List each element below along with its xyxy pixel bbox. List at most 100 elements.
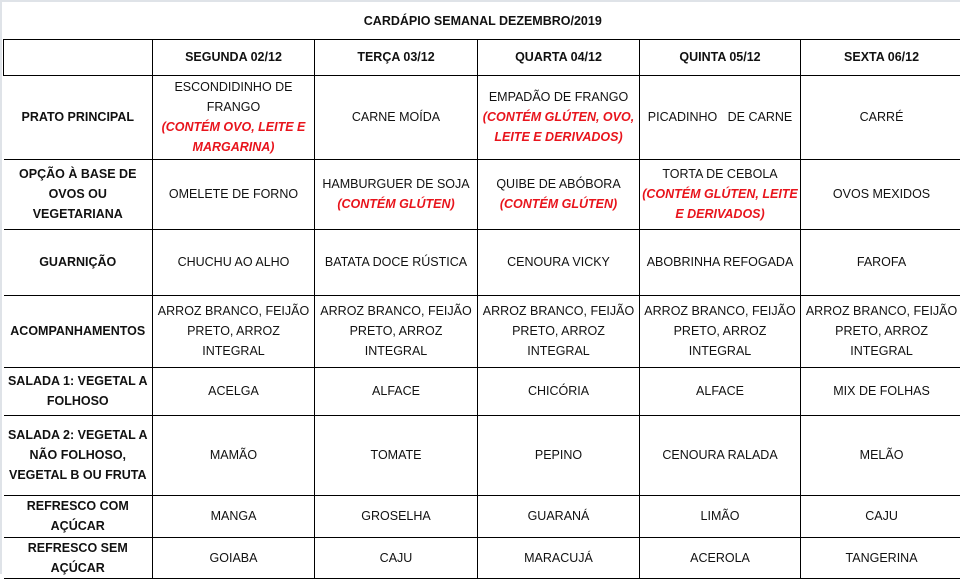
menu-cell: CAJU [801, 495, 960, 537]
menu-title: CARDÁPIO SEMANAL DEZEMBRO/2019 [4, 3, 960, 39]
dish-name: TOMATE [371, 448, 422, 462]
dish-name: OMELETE DE FORNO [169, 187, 298, 201]
dish-name: CARNE MOÍDA [352, 110, 440, 124]
dish-name: ARROZ BRANCO, FEIJÃO PRETO, ARROZ INTEGR… [644, 304, 799, 358]
row-label-text: ACOMPANHAMENTOS [6, 321, 151, 341]
dish-name: TORTA DE CEBOLA [662, 167, 777, 181]
allergen-warning: (CONTÉM OVO, LEITE E MARGARINA) [155, 117, 312, 157]
dish-name: ACELGA [208, 384, 259, 398]
menu-cell: MELÃO [801, 415, 960, 495]
menu-cell: CARRÉ [801, 75, 960, 159]
menu-cell: GOIABA [153, 537, 315, 578]
menu-cell: BATATA DOCE RÚSTICA [315, 229, 478, 295]
menu-cell: ALFACE [315, 367, 478, 415]
menu-cell: CARNE MOÍDA [315, 75, 478, 159]
dish-name: ARROZ BRANCO, FEIJÃO PRETO, ARROZ INTEGR… [320, 304, 475, 358]
menu-cell: OVOS MEXIDOS [801, 159, 960, 229]
dish-name: ARROZ BRANCO, FEIJÃO PRETO, ARROZ INTEGR… [483, 304, 638, 358]
menu-cell: ARROZ BRANCO, FEIJÃO PRETO, ARROZ INTEGR… [801, 295, 960, 367]
row-label: OPÇÃO À BASE DE OVOS OU VEGETARIANA [4, 159, 153, 229]
menu-cell: GUARANÁ [478, 495, 640, 537]
row-label-text: REFRESCO COM AÇÚCAR [18, 496, 138, 536]
row-label: SALADA 2: VEGETAL A NÃO FOLHOSO, VEGETAL… [4, 415, 153, 495]
day-header: QUINTA 05/12 [640, 39, 801, 75]
menu-cell: HAMBURGUER DE SOJA(CONTÉM GLÚTEN) [315, 159, 478, 229]
dish-name: HAMBURGUER DE SOJA [322, 177, 469, 191]
dish-name: MELÃO [860, 448, 904, 462]
dish-name: EMPADÃO DE FRANGO [489, 90, 628, 104]
menu-cell: ARROZ BRANCO, FEIJÃO PRETO, ARROZ INTEGR… [153, 295, 315, 367]
dish-name: FAROFA [857, 255, 906, 269]
menu-cell: TORTA DE CEBOLA (CONTÉM GLÚTEN, LEITE E D… [640, 159, 801, 229]
menu-cell: TANGERINA [801, 537, 960, 578]
menu-cell: LIMÃO [640, 495, 801, 537]
allergen-warning: (CONTÉM GLÚTEN) [480, 194, 637, 214]
menu-row: OPÇÃO À BASE DE OVOS OU VEGETARIANA OMELE… [4, 159, 960, 229]
day-header: SEXTA 06/12 [801, 39, 960, 75]
dish-name: CENOURA VICKY [507, 255, 610, 269]
dish-name: ALFACE [372, 384, 420, 398]
menu-cell: ACEROLA [640, 537, 801, 578]
dish-name: CAJU [380, 551, 413, 565]
dish-name: CARRÉ [860, 110, 904, 124]
dish-name: ALFACE [696, 384, 744, 398]
row-label-text: GUARNIÇÃO [6, 252, 151, 272]
menu-cell: CAJU [315, 537, 478, 578]
dish-name: CENOURA RALADA [662, 448, 777, 462]
dish-name: TANGERINA [846, 551, 918, 565]
dish-name: BATATA DOCE RÚSTICA [325, 255, 467, 269]
row-label-text: SALADA 1: VEGETAL A FOLHOSO [8, 371, 148, 411]
menu-cell: ESCONDIDINHO DE FRANGO(CONTÉM OVO, LEITE… [153, 75, 315, 159]
dish-name: GOIABA [210, 551, 258, 565]
corner-cell [4, 39, 153, 75]
menu-cell: ARROZ BRANCO, FEIJÃO PRETO, ARROZ INTEGR… [315, 295, 478, 367]
row-label: GUARNIÇÃO [4, 229, 153, 295]
dish-name: CHICÓRIA [528, 384, 589, 398]
day-header: TERÇA 03/12 [315, 39, 478, 75]
dish-name: GUARANÁ [528, 509, 590, 523]
dish-name: CAJU [865, 509, 898, 523]
row-label-text: OPÇÃO À BASE DE OVOS OU VEGETARIANA [18, 164, 138, 224]
dish-name: ACEROLA [690, 551, 750, 565]
menu-cell: MIX DE FOLHAS [801, 367, 960, 415]
menu-row: SALADA 1: VEGETAL A FOLHOSO ACELGA ALFACE C… [4, 367, 960, 415]
allergen-warning: (CONTÉM GLÚTEN, LEITE E DERIVADOS) [642, 184, 798, 224]
row-label-text: PRATO PRINCIPAL [6, 107, 151, 127]
menu-cell: PEPINO [478, 415, 640, 495]
menu-cell: CENOURA VICKY [478, 229, 640, 295]
dish-name: ARROZ BRANCO, FEIJÃO PRETO, ARROZ INTEGR… [158, 304, 313, 358]
day-header: QUARTA 04/12 [478, 39, 640, 75]
menu-cell: CHICÓRIA [478, 367, 640, 415]
weekly-menu-table: CARDÁPIO SEMANAL DEZEMBRO/2019 SEGUNDA 0… [3, 3, 960, 579]
menu-cell: MAMÃO [153, 415, 315, 495]
menu-cell: OMELETE DE FORNO [153, 159, 315, 229]
menu-cell: MARACUJÁ [478, 537, 640, 578]
menu-cell: ACELGA [153, 367, 315, 415]
menu-cell: MANGA [153, 495, 315, 537]
menu-cell: CENOURA RALADA [640, 415, 801, 495]
dish-name: ARROZ BRANCO, FEIJÃO PRETO, ARROZ INTEGR… [806, 304, 960, 358]
menu-cell: ALFACE [640, 367, 801, 415]
dish-name: OVOS MEXIDOS [833, 187, 930, 201]
dish-name: ESCONDIDINHO DE FRANGO [174, 80, 296, 114]
row-label: SALADA 1: VEGETAL A FOLHOSO [4, 367, 153, 415]
dish-name: GROSELHA [361, 509, 430, 523]
menu-cell: CHUCHU AO ALHO [153, 229, 315, 295]
menu-row: ACOMPANHAMENTOS ARROZ BRANCO, FEIJÃO PRET… [4, 295, 960, 367]
dish-name: PICADINHO DE CARNE [648, 110, 792, 124]
day-header: SEGUNDA 02/12 [153, 39, 315, 75]
dish-name: ABOBRINHA REFOGADA [647, 255, 794, 269]
menu-cell: ARROZ BRANCO, FEIJÃO PRETO, ARROZ INTEGR… [478, 295, 640, 367]
menu-cell: GROSELHA [315, 495, 478, 537]
dish-name: MAMÃO [210, 448, 257, 462]
row-label-text: REFRESCO SEM AÇÚCAR [18, 538, 138, 578]
menu-cell: ABOBRINHA REFOGADA [640, 229, 801, 295]
row-label: REFRESCO COM AÇÚCAR [4, 495, 153, 537]
menu-cell: QUIBE DE ABÓBORA(CONTÉM GLÚTEN) [478, 159, 640, 229]
menu-row: REFRESCO COM AÇÚCAR MANGA GROSELHA GUARANÁ L… [4, 495, 960, 537]
dish-name: MANGA [211, 509, 257, 523]
